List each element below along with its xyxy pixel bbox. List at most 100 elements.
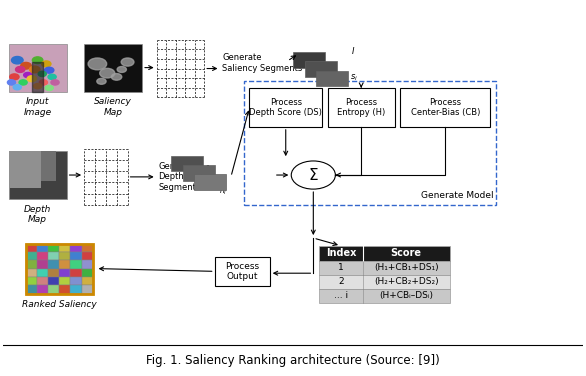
Bar — [37, 244, 48, 252]
Circle shape — [12, 56, 23, 64]
Bar — [26, 260, 37, 268]
Bar — [37, 252, 48, 260]
Text: Process
Center-Bias (CB): Process Center-Bias (CB) — [411, 98, 480, 117]
Circle shape — [42, 61, 51, 67]
Bar — [70, 252, 81, 260]
Bar — [171, 156, 203, 171]
Text: Process
Output: Process Output — [225, 262, 259, 281]
Circle shape — [8, 80, 16, 85]
Bar — [319, 275, 449, 289]
Bar — [84, 44, 142, 92]
Text: 1: 1 — [338, 263, 344, 272]
Bar — [305, 61, 336, 77]
Polygon shape — [32, 62, 43, 92]
Text: $\Sigma$: $\Sigma$ — [308, 167, 319, 183]
Bar — [48, 268, 59, 277]
Bar — [37, 285, 48, 294]
Bar — [37, 268, 48, 277]
Text: Saliency
Map: Saliency Map — [94, 97, 132, 117]
Bar — [59, 277, 70, 285]
Bar — [70, 244, 81, 252]
Bar — [48, 260, 59, 268]
Circle shape — [88, 58, 107, 70]
Text: $s_i$: $s_i$ — [350, 72, 358, 83]
Bar — [37, 260, 48, 268]
Text: Process
Entropy (H): Process Entropy (H) — [337, 98, 386, 117]
Bar — [48, 285, 59, 294]
Bar — [26, 252, 37, 260]
Text: Score: Score — [391, 248, 422, 258]
Bar — [214, 256, 270, 286]
Bar — [59, 285, 70, 294]
Text: Generate Model: Generate Model — [421, 191, 493, 200]
Text: Generate
Depth
Segments: Generate Depth Segments — [158, 162, 200, 192]
Text: $1$: $1$ — [205, 163, 211, 174]
Bar — [250, 88, 322, 127]
Circle shape — [45, 85, 53, 91]
Bar — [319, 289, 449, 303]
Circle shape — [13, 85, 21, 90]
Bar — [26, 277, 37, 285]
Bar — [59, 260, 70, 268]
Circle shape — [51, 80, 59, 85]
Bar — [26, 268, 37, 277]
Circle shape — [16, 67, 25, 73]
Text: Input
Image: Input Image — [23, 97, 52, 117]
Circle shape — [111, 74, 122, 80]
Circle shape — [121, 58, 134, 66]
Circle shape — [21, 62, 31, 69]
Text: Depth
Map: Depth Map — [24, 205, 52, 224]
Bar — [70, 260, 81, 268]
Bar — [81, 260, 93, 268]
Bar — [59, 268, 70, 277]
Bar — [26, 285, 37, 294]
Text: (H+CBᵢ–DSᵢ): (H+CBᵢ–DSᵢ) — [379, 291, 433, 300]
Bar — [70, 285, 81, 294]
Bar — [9, 44, 67, 92]
Bar — [319, 246, 449, 261]
Bar — [293, 52, 325, 68]
Bar — [316, 71, 348, 86]
Bar — [9, 151, 67, 199]
Circle shape — [19, 80, 27, 85]
Bar — [26, 244, 93, 294]
Bar — [40, 151, 56, 180]
Bar — [328, 88, 394, 127]
Circle shape — [33, 83, 42, 89]
Circle shape — [117, 67, 127, 73]
Bar — [195, 174, 226, 190]
Circle shape — [100, 68, 115, 78]
Circle shape — [32, 57, 43, 64]
Text: (H₁+CB₁+DS₁): (H₁+CB₁+DS₁) — [374, 263, 438, 272]
Circle shape — [23, 73, 32, 77]
Bar — [81, 268, 93, 277]
Bar — [244, 80, 496, 205]
Circle shape — [27, 76, 36, 82]
Text: $I$: $I$ — [351, 45, 355, 56]
Bar — [48, 277, 59, 285]
Circle shape — [45, 67, 54, 73]
Bar — [400, 88, 490, 127]
Bar — [81, 244, 93, 252]
Text: Index: Index — [326, 248, 356, 258]
Bar — [48, 252, 59, 260]
Circle shape — [97, 78, 106, 84]
Bar — [81, 277, 93, 285]
Bar — [37, 277, 48, 285]
Text: Generate
Saliency Segments: Generate Saliency Segments — [222, 53, 302, 73]
Text: Process
Depth Score (DS): Process Depth Score (DS) — [249, 98, 322, 117]
Circle shape — [10, 74, 19, 80]
Bar — [70, 268, 81, 277]
Text: Ranked Saliency: Ranked Saliency — [22, 300, 97, 308]
Bar — [319, 261, 449, 275]
Bar — [9, 151, 40, 188]
Text: ... i: ... i — [334, 291, 348, 300]
Circle shape — [48, 74, 56, 79]
Text: 2: 2 — [338, 277, 344, 286]
Bar — [81, 252, 93, 260]
Circle shape — [38, 71, 46, 76]
Circle shape — [29, 66, 40, 73]
Bar — [183, 165, 214, 180]
Bar — [48, 244, 59, 252]
Bar — [59, 244, 70, 252]
